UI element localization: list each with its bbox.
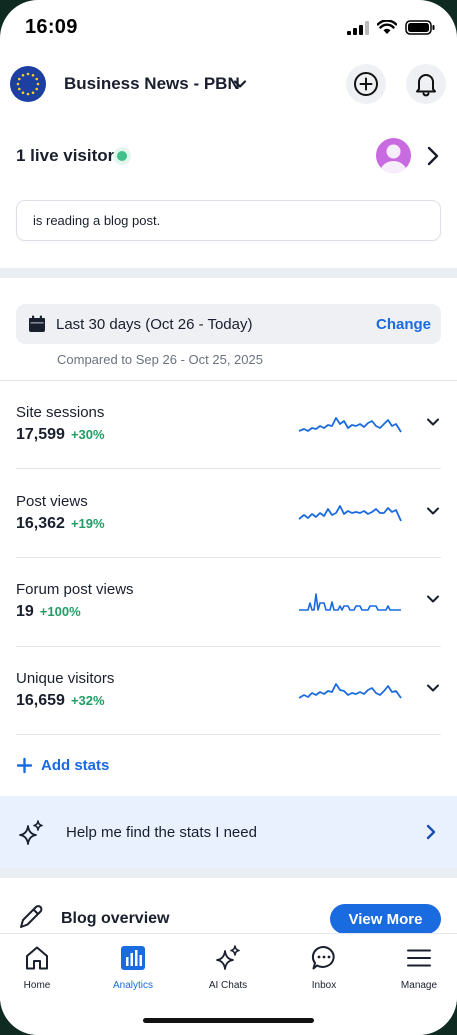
- divider: [16, 734, 441, 735]
- sparkline-unique-visitors: [298, 683, 402, 699]
- divider: [0, 380, 457, 381]
- person-avatar-icon: [380, 144, 407, 173]
- plus-icon: [16, 757, 33, 774]
- nav-label: Analytics: [112, 980, 153, 991]
- stat-title: Forum post views: [16, 581, 134, 598]
- status-icons: [347, 20, 435, 35]
- date-range-selector[interactable]: Last 30 days (Oct 26 - Today) Change: [16, 304, 441, 344]
- signal-icon: [347, 20, 369, 35]
- avatar: [376, 138, 411, 173]
- sparkle-icon: [216, 945, 240, 970]
- nav-manage[interactable]: Manage: [379, 944, 457, 991]
- live-visitor-row[interactable]: 1 live visitor: [0, 136, 457, 176]
- battery-icon: [405, 20, 435, 35]
- nav-label: Home: [23, 980, 51, 991]
- notifications-button[interactable]: [406, 64, 446, 104]
- stat-title: Unique visitors: [16, 670, 115, 687]
- change-date-button[interactable]: Change: [375, 316, 431, 333]
- eu-flag-icon: [16, 72, 40, 96]
- stat-value: 17,599 +30%: [16, 426, 105, 443]
- stat-change: +19%: [70, 516, 105, 531]
- wifi-icon: [377, 20, 397, 34]
- status-time: 16:09: [25, 16, 78, 38]
- stat-row-unique-visitors[interactable]: Unique visitors 16,659 +32%: [0, 670, 457, 758]
- add-stats-label: Add stats: [41, 757, 110, 774]
- visitor-activity-text: is reading a blog post.: [33, 213, 161, 228]
- stat-row-forum-post-views[interactable]: Forum post views 19 +100%: [0, 581, 457, 669]
- sparkline-post-views: [298, 505, 402, 522]
- add-stats-button[interactable]: Add stats: [16, 757, 109, 774]
- live-status-dot: [117, 151, 127, 161]
- view-more-button[interactable]: View More: [330, 904, 441, 934]
- section-divider: [0, 868, 457, 878]
- chevron-down-icon[interactable]: [425, 503, 441, 519]
- sparkline-site-sessions: [298, 417, 402, 433]
- stat-change: +32%: [70, 693, 105, 708]
- chat-bubble-icon: [311, 946, 335, 970]
- sparkline-forum-post-views: [299, 593, 401, 611]
- comparison-range: Compared to Sep 26 - Oct 25, 2025: [57, 352, 263, 367]
- divider: [16, 468, 441, 469]
- stat-change: +30%: [70, 427, 105, 442]
- visitor-activity-card: is reading a blog post.: [16, 200, 441, 241]
- add-button[interactable]: [346, 64, 386, 104]
- analytics-icon: [121, 946, 145, 970]
- nav-inbox[interactable]: Inbox: [284, 944, 364, 991]
- sparkle-icon: [19, 820, 43, 845]
- nav-home[interactable]: Home: [0, 944, 77, 991]
- nav-label: AI Chats: [208, 980, 248, 991]
- home-indicator[interactable]: [143, 1018, 314, 1023]
- chevron-down-icon[interactable]: [232, 76, 248, 92]
- stat-row-site-sessions[interactable]: Site sessions 17,599 +30%: [0, 404, 457, 492]
- home-icon: [26, 946, 48, 970]
- live-visitor-count: 1 live visitor: [16, 146, 115, 165]
- nav-label: Manage: [400, 980, 438, 991]
- chevron-down-icon[interactable]: [425, 680, 441, 696]
- status-bar: 16:09: [0, 0, 457, 56]
- divider: [16, 646, 441, 647]
- site-name[interactable]: Business News - PBN: [64, 74, 240, 93]
- site-header: Business News - PBN: [0, 60, 457, 110]
- nav-analytics[interactable]: Analytics: [93, 944, 173, 991]
- stat-value: 19 +100%: [16, 603, 81, 620]
- chevron-down-icon[interactable]: [425, 414, 441, 430]
- divider: [16, 557, 441, 558]
- menu-icon: [407, 949, 431, 967]
- nav-ai-chats[interactable]: AI Chats: [188, 944, 268, 991]
- pen-icon: [20, 905, 43, 928]
- nav-label: Inbox: [311, 980, 337, 991]
- blog-overview-title: Blog overview: [61, 910, 170, 927]
- stat-title: Site sessions: [16, 404, 105, 421]
- help-find-stats-banner[interactable]: Help me find the stats I need: [0, 796, 457, 868]
- date-range-label: Last 30 days (Oct 26 - Today): [56, 316, 253, 333]
- chevron-down-icon[interactable]: [425, 591, 441, 607]
- section-divider: [0, 268, 457, 278]
- stat-row-post-views[interactable]: Post views 16,362 +19%: [0, 493, 457, 581]
- help-banner-text: Help me find the stats I need: [66, 824, 257, 841]
- bell-icon: [416, 74, 436, 97]
- stat-value: 16,362 +19%: [16, 515, 105, 532]
- blog-overview-row: Blog overview View More: [0, 896, 457, 936]
- plus-circle-icon: [354, 72, 378, 96]
- stat-change: +100%: [39, 604, 81, 619]
- stat-title: Post views: [16, 493, 88, 510]
- chevron-right-icon: [426, 824, 436, 840]
- stat-value: 16,659 +32%: [16, 692, 105, 709]
- chevron-right-icon[interactable]: [426, 146, 440, 166]
- site-logo[interactable]: [10, 66, 46, 102]
- calendar-icon: [29, 315, 45, 332]
